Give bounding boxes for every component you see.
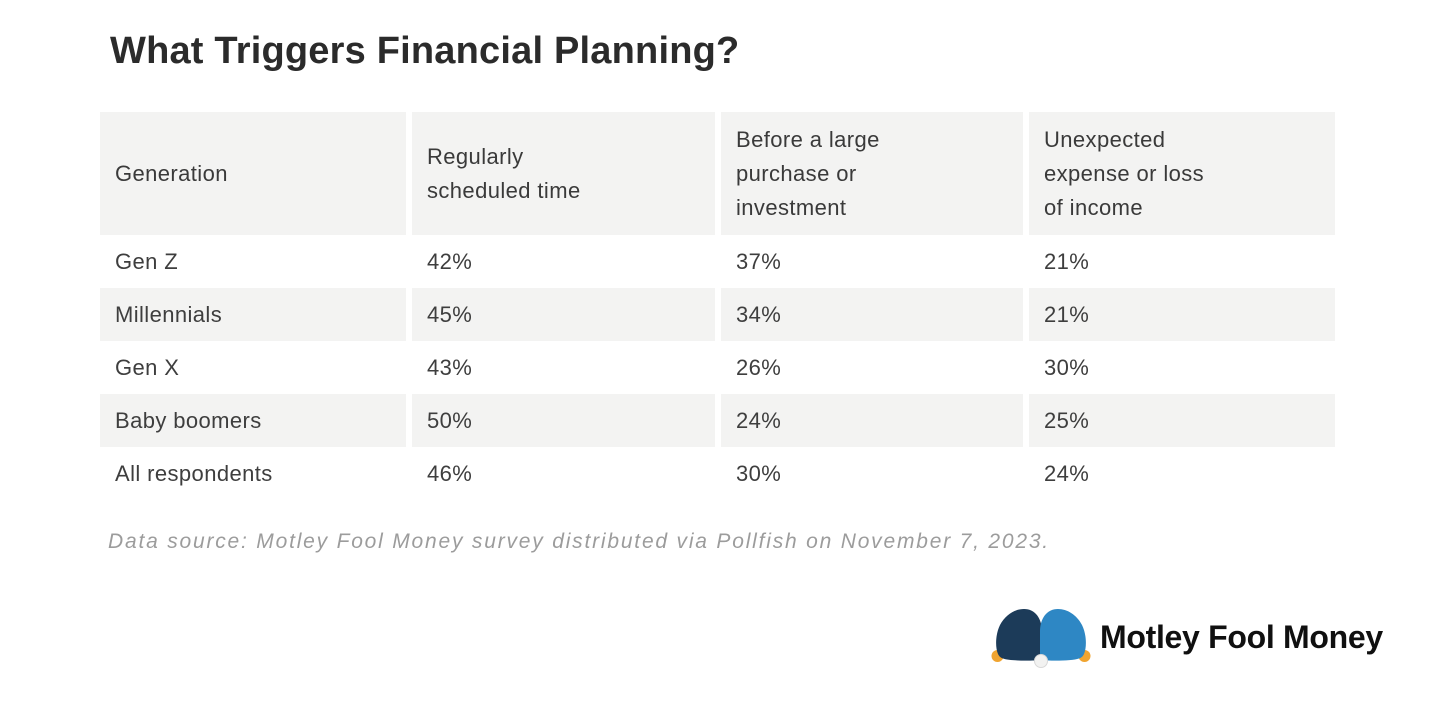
data-table: Generation Regularly scheduled time Befo… — [100, 112, 1335, 500]
table-row-millennials: Millennials 45% 34% 21% — [100, 288, 1335, 341]
row-generation-label: Baby boomers — [100, 394, 406, 447]
header-cell-generation: Generation — [100, 112, 406, 235]
row-value: 24% — [1044, 460, 1090, 486]
row-generation-label: Gen Z — [115, 248, 179, 274]
row-generation-label: Millennials — [100, 288, 406, 341]
row-value: 45% — [412, 288, 715, 341]
row-value: 42% — [427, 248, 473, 274]
header-cell-large-purchase: Before a large purchase or investment — [721, 112, 1023, 235]
row-value: 21% — [1029, 288, 1335, 341]
row-value: 26% — [736, 354, 782, 380]
table-row-gen-z: Gen Z 42% 37% 21% — [100, 235, 1335, 288]
page-title: What Triggers Financial Planning? — [110, 30, 740, 72]
table-row-gen-x: Gen X 43% 26% 30% — [100, 341, 1335, 394]
data-source-note: Data source: Motley Fool Money survey di… — [108, 530, 1050, 553]
row-value: 25% — [1029, 394, 1335, 447]
row-value: 37% — [736, 248, 782, 274]
header-label: Regularly scheduled time — [427, 143, 581, 203]
row-value: 30% — [1044, 354, 1090, 380]
header-label: Before a large purchase or investment — [736, 126, 880, 220]
center-ball-icon — [1034, 654, 1048, 668]
table-row-all-respondents: All respondents 46% 30% 24% — [100, 447, 1335, 500]
header-label: Unexpected expense or loss of income — [1044, 126, 1205, 220]
row-value: 43% — [427, 354, 473, 380]
row-value: 50% — [412, 394, 715, 447]
header-label: Generation — [115, 160, 228, 186]
row-value: 46% — [427, 460, 473, 486]
row-generation-label: Gen X — [115, 354, 180, 380]
row-value: 34% — [721, 288, 1023, 341]
header-cell-unexpected-expense: Unexpected expense or loss of income — [1029, 112, 1335, 235]
row-generation-label: All respondents — [115, 460, 273, 486]
motley-fool-money-logo: Motley Fool Money — [990, 602, 1383, 672]
row-value: 30% — [736, 460, 782, 486]
hat-left-peak — [996, 609, 1042, 661]
table-header-row: Generation Regularly scheduled time Befo… — [100, 112, 1335, 235]
row-value: 24% — [721, 394, 1023, 447]
header-cell-regularly-scheduled: Regularly scheduled time — [412, 112, 715, 235]
row-value: 21% — [1044, 248, 1090, 274]
table-row-baby-boomers: Baby boomers 50% 24% 25% — [100, 394, 1335, 447]
jester-hat-icon — [991, 609, 1091, 668]
logo-wordmark: Motley Fool Money — [1100, 618, 1383, 655]
hat-right-peak — [1040, 609, 1086, 661]
